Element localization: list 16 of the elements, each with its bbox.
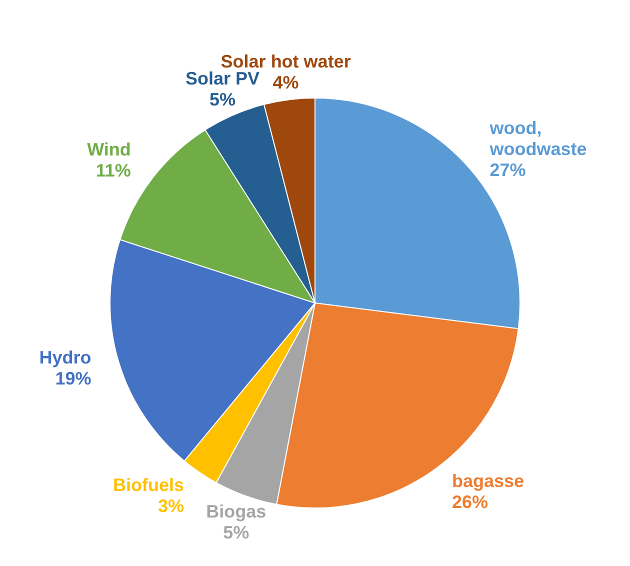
data-label: 5% [223, 522, 250, 543]
slice-label: Solar hot water [220, 51, 351, 72]
slice-label: Wind [87, 140, 131, 160]
data-label: 3% [158, 496, 184, 516]
data-label: 4% [272, 72, 299, 92]
slice-label: Solar PV [185, 68, 260, 89]
slice-label: Hydro [39, 348, 92, 368]
data-label: 5% [209, 90, 236, 110]
data-label: 26% [452, 492, 488, 512]
slice-label: Biogas [206, 502, 266, 522]
slice-label: bagasse [452, 471, 524, 491]
slice-label: wood, woodwaste [488, 118, 587, 159]
data-label: 11% [96, 160, 131, 181]
data-label: 19% [55, 368, 92, 389]
slice-label: Biofuels [113, 475, 184, 496]
data-label: 27% [490, 160, 526, 180]
